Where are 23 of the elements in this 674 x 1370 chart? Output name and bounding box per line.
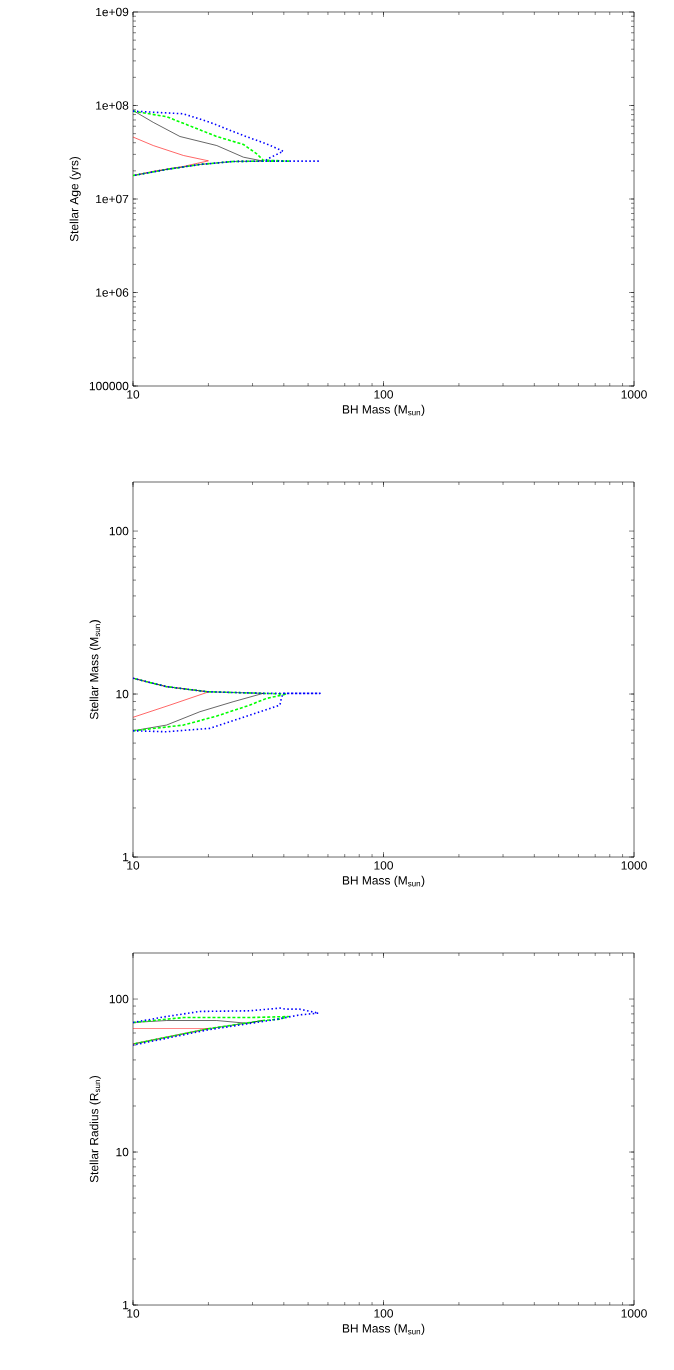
y-tick-label: 1e+08 <box>96 101 129 110</box>
y-tick-label: 100000 <box>89 381 129 391</box>
y-tick-label: 1 <box>123 1300 129 1310</box>
y-tick-label: 100 <box>109 994 129 1004</box>
y-tick-label: 10 <box>116 689 129 699</box>
x-axis-title: BH Mass (M$_{sun}$) <box>342 404 425 416</box>
y-tick-label: 10 <box>116 1147 129 1157</box>
y-tick-label: 1e+06 <box>96 288 129 297</box>
y-axis-title: Stellar Mass (M$_{sun}$) <box>89 620 101 720</box>
x-tick-label: 100 <box>374 1309 394 1318</box>
y-axis-title: Stellar Age (yrs) <box>69 156 81 242</box>
x-tick-label: 100 <box>374 390 394 399</box>
y-tick-label: 1e+07 <box>96 194 129 204</box>
x-tick-label: 1000 <box>621 861 647 870</box>
y-tick-label: 100 <box>109 526 129 536</box>
x-tick-label: 1000 <box>621 1309 647 1318</box>
x-axis-title: BH Mass (M$_{sun}$) <box>342 875 425 887</box>
x-tick-label: 100 <box>374 861 394 870</box>
y-tick-label: 1 <box>123 852 129 862</box>
x-axis-title: BH Mass (M$_{sun}$) <box>342 1323 425 1335</box>
y-tick-label: 1e+09 <box>96 7 129 17</box>
x-tick-label: 1000 <box>621 390 647 399</box>
y-axis-title: Stellar Radius (R$_{sun}$) <box>89 1075 101 1183</box>
